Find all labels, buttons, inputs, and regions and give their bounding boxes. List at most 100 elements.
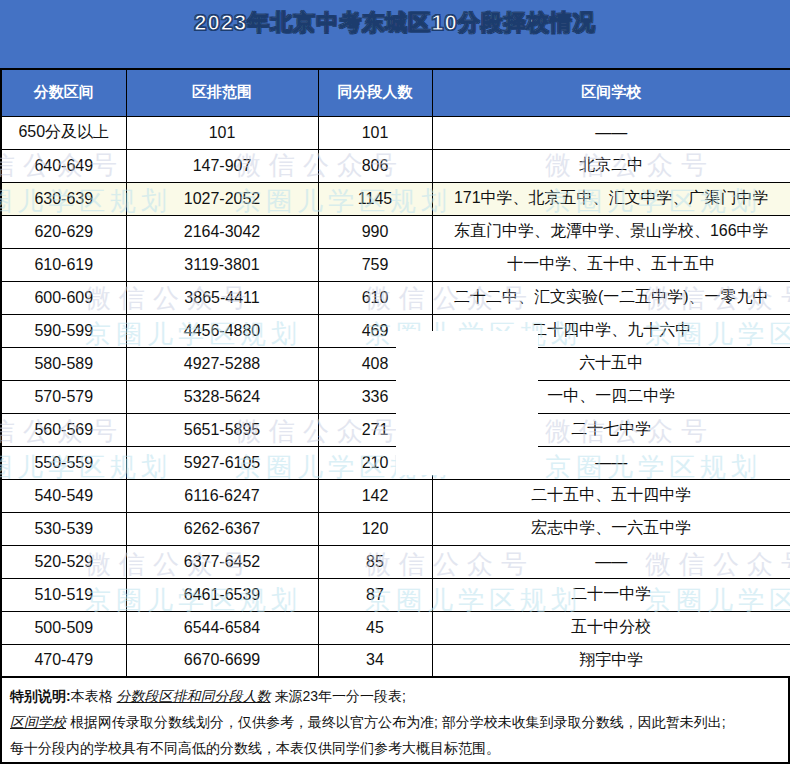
count-cell: 142 bbox=[318, 479, 432, 512]
score-range-cell: 640-649 bbox=[1, 149, 126, 182]
table-row: 650分及以上101101—— bbox=[1, 116, 790, 149]
column-header: 区排范围 bbox=[126, 69, 318, 116]
rank-range-cell: 6544-6584 bbox=[126, 611, 318, 644]
schools-cell: 十一中学、五十中、五十五中 bbox=[432, 248, 790, 281]
score-range-cell: 520-529 bbox=[1, 545, 126, 578]
count-cell: 990 bbox=[318, 215, 432, 248]
score-range-cell: 630-639 bbox=[1, 182, 126, 215]
rank-range-cell: 1027-2052 bbox=[126, 182, 318, 215]
table-row: 570-5795328-5624336一中、一四二中学 bbox=[1, 380, 790, 413]
rank-range-cell: 147-907 bbox=[126, 149, 318, 182]
schools-cell: —— bbox=[432, 116, 790, 149]
count-cell: 1145 bbox=[318, 182, 432, 215]
score-range-cell: 470-479 bbox=[1, 644, 126, 677]
score-range-cell: 600-609 bbox=[1, 281, 126, 314]
schools-cell: 六十五中 bbox=[432, 347, 790, 380]
schools-cell: 171中学、北京五中、汇文中学、广渠门中学 bbox=[432, 182, 790, 215]
rank-range-cell: 3119-3801 bbox=[126, 248, 318, 281]
count-cell: 34 bbox=[318, 644, 432, 677]
count-cell: 85 bbox=[318, 545, 432, 578]
schools-cell: 宏志中学、一六五中学 bbox=[432, 512, 790, 545]
note-emphasis: 分数段区排和同分段人数 bbox=[117, 688, 271, 704]
schools-cell: 五十中分校 bbox=[432, 611, 790, 644]
note-line-2: 区间学校 根据网传录取分数线划分，仅供参考，最终以官方公布为准; 部分学校未收集… bbox=[10, 709, 780, 735]
schools-cell: 东直门中学、龙潭中学、景山学校、166中学 bbox=[432, 215, 790, 248]
schools-cell: 翔宇中学 bbox=[432, 644, 790, 677]
schools-cell: 二十一中学 bbox=[432, 578, 790, 611]
table-row: 530-5396262-6367120宏志中学、一六五中学 bbox=[1, 512, 790, 545]
note-text: 根据网传录取分数线划分，仅供参考，最终以官方公布为准; 部分学校未收集到录取分数… bbox=[66, 714, 726, 730]
score-range-cell: 550-559 bbox=[1, 446, 126, 479]
table-row: 590-5994456-4880469二十四中学、九十六中 bbox=[1, 314, 790, 347]
note-text: 每十分段内的学校具有不同高低的分数线，本表仅供同学们参考大概目标范围。 bbox=[10, 740, 500, 756]
column-header: 分数区间 bbox=[1, 69, 126, 116]
schools-cell: 二十七中学 bbox=[432, 413, 790, 446]
table-row: 540-5496116-6247142二十五中、五十四中学 bbox=[1, 479, 790, 512]
score-segment-table: 分数区间区排范围同分段人数区间学校 650分及以上101101——640-649… bbox=[0, 68, 790, 678]
column-header: 同分段人数 bbox=[318, 69, 432, 116]
rank-range-cell: 101 bbox=[126, 116, 318, 149]
column-header: 区间学校 bbox=[432, 69, 790, 116]
rank-range-cell: 5328-5624 bbox=[126, 380, 318, 413]
schools-cell: —— bbox=[432, 545, 790, 578]
count-cell: 87 bbox=[318, 578, 432, 611]
count-cell: 210 bbox=[318, 446, 432, 479]
count-cell: 806 bbox=[318, 149, 432, 182]
table-row: 550-5595927-6105210—— bbox=[1, 446, 790, 479]
page: 2023年北京中考东城区10分段择校情况 分数区间区排范围同分段人数区间学校 6… bbox=[0, 0, 790, 766]
score-range-cell: 540-549 bbox=[1, 479, 126, 512]
table-body: 650分及以上101101——640-649147-907806北京二中630-… bbox=[1, 116, 790, 677]
count-cell: 101 bbox=[318, 116, 432, 149]
table-row: 500-5096544-658445五十中分校 bbox=[1, 611, 790, 644]
schools-cell: —— bbox=[432, 446, 790, 479]
schools-cell: 二十五中、五十四中学 bbox=[432, 479, 790, 512]
note-text: 来源23年一分一段表; bbox=[271, 688, 406, 704]
schools-cell: 北京二中 bbox=[432, 149, 790, 182]
table-row: 640-649147-907806北京二中 bbox=[1, 149, 790, 182]
rank-range-cell: 5927-6105 bbox=[126, 446, 318, 479]
count-cell: 759 bbox=[318, 248, 432, 281]
table-row: 470-4796670-669934翔宇中学 bbox=[1, 644, 790, 677]
rank-range-cell: 3865-4411 bbox=[126, 281, 318, 314]
note-line-3: 每十分段内的学校具有不同高低的分数线，本表仅供同学们参考大概目标范围。 bbox=[10, 735, 780, 761]
rank-range-cell: 6116-6247 bbox=[126, 479, 318, 512]
schools-cell: 二十二中、汇文实验(一二五中学)、一零九中 bbox=[432, 281, 790, 314]
count-cell: 408 bbox=[318, 347, 432, 380]
table-row: 580-5894927-5288408六十五中 bbox=[1, 347, 790, 380]
rank-range-cell: 2164-3042 bbox=[126, 215, 318, 248]
count-cell: 271 bbox=[318, 413, 432, 446]
score-range-cell: 500-509 bbox=[1, 611, 126, 644]
score-range-cell: 580-589 bbox=[1, 347, 126, 380]
rank-range-cell: 6377-6452 bbox=[126, 545, 318, 578]
rank-range-cell: 4927-5288 bbox=[126, 347, 318, 380]
rank-range-cell: 6670-6699 bbox=[126, 644, 318, 677]
count-cell: 45 bbox=[318, 611, 432, 644]
note-text: 本表格 bbox=[71, 688, 117, 704]
score-range-cell: 620-629 bbox=[1, 215, 126, 248]
note-line-1: 特别说明:本表格 分数段区排和同分段人数 来源23年一分一段表; bbox=[10, 683, 780, 709]
table-row: 560-5695651-5895271二十七中学 bbox=[1, 413, 790, 446]
table-row: 510-5196461-653987二十一中学 bbox=[1, 578, 790, 611]
score-range-cell: 650分及以上 bbox=[1, 116, 126, 149]
count-cell: 336 bbox=[318, 380, 432, 413]
title-bar: 2023年北京中考东城区10分段择校情况 bbox=[0, 0, 790, 68]
table-row: 520-5296377-645285—— bbox=[1, 545, 790, 578]
count-cell: 610 bbox=[318, 281, 432, 314]
score-range-cell: 570-579 bbox=[1, 380, 126, 413]
note-label: 特别说明: bbox=[10, 688, 71, 704]
table-row: 620-6292164-3042990东直门中学、龙潭中学、景山学校、166中学 bbox=[1, 215, 790, 248]
score-range-cell: 610-619 bbox=[1, 248, 126, 281]
page-title: 2023年北京中考东城区10分段择校情况 bbox=[194, 8, 595, 38]
rank-range-cell: 4456-4880 bbox=[126, 314, 318, 347]
schools-cell: 二十四中学、九十六中 bbox=[432, 314, 790, 347]
special-notes: 特别说明:本表格 分数段区排和同分段人数 来源23年一分一段表; 区间学校 根据… bbox=[0, 678, 790, 764]
table-row: 600-6093865-4411610二十二中、汇文实验(一二五中学)、一零九中 bbox=[1, 281, 790, 314]
rank-range-cell: 6262-6367 bbox=[126, 512, 318, 545]
score-range-cell: 590-599 bbox=[1, 314, 126, 347]
table-header-row: 分数区间区排范围同分段人数区间学校 bbox=[1, 69, 790, 116]
count-cell: 469 bbox=[318, 314, 432, 347]
count-cell: 120 bbox=[318, 512, 432, 545]
score-range-cell: 560-569 bbox=[1, 413, 126, 446]
rank-range-cell: 5651-5895 bbox=[126, 413, 318, 446]
score-range-cell: 530-539 bbox=[1, 512, 126, 545]
